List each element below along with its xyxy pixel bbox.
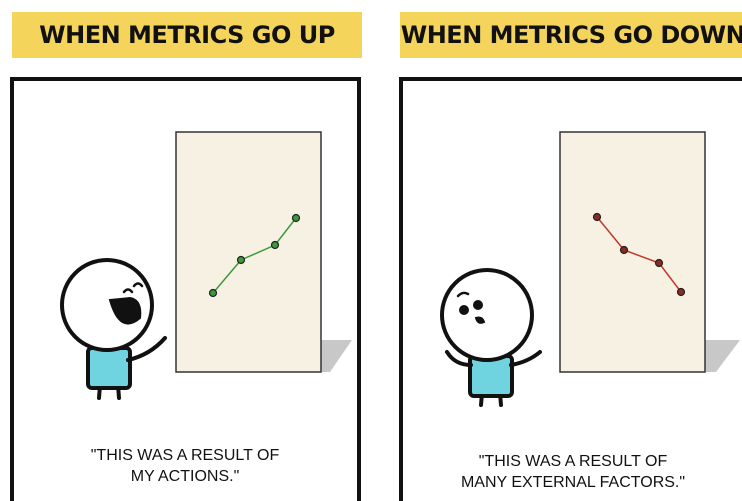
caption-line: "THIS WAS A RESULT OF: [91, 447, 280, 464]
header-title: WHEN METRICS GO UP: [39, 21, 335, 49]
comic: WHEN METRICS GO UP WHEN METRICS GO DOWN: [0, 0, 742, 501]
header-title: WHEN METRICS GO DOWN: [401, 21, 742, 49]
caption-line: MY ACTIONS.": [131, 468, 240, 485]
comic-canvas: WHEN METRICS GO UP WHEN METRICS GO DOWN: [0, 0, 742, 501]
caption-line: MANY EXTERNAL FACTORS.": [461, 474, 685, 491]
caption-line: "THIS WAS A RESULT OF: [479, 453, 668, 470]
